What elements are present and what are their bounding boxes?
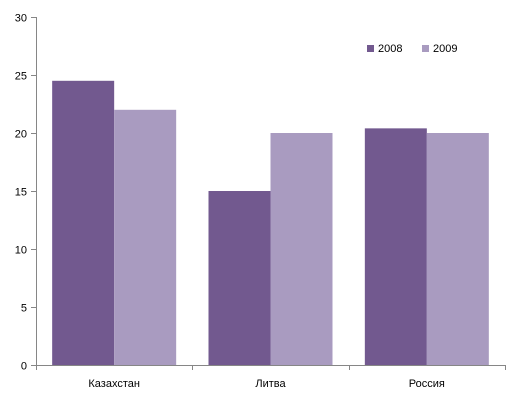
y-tick-label: 20 (15, 129, 27, 141)
bar-2009-2 (270, 133, 333, 365)
legend-label-2008: 2008 (378, 43, 402, 55)
y-tick-label: 25 (15, 71, 27, 83)
bars (52, 80, 489, 366)
x-tick-label: Казахстан (88, 378, 140, 390)
legend: 2008 2009 (367, 43, 457, 55)
x-tick-label: Литва (255, 378, 286, 390)
y-tick-label: 30 (15, 13, 27, 25)
legend-swatch-2009 (422, 45, 429, 52)
bar-2009-1 (114, 109, 177, 365)
y-tick-label: 10 (15, 245, 27, 257)
bar-2008-3 (364, 128, 427, 365)
x-tick-label: Россия (409, 378, 445, 390)
y-tick-label: 5 (21, 303, 27, 315)
axes: 0 5 10 15 20 25 30 Казахстан Литва Россия (15, 13, 506, 390)
bar-2009-3 (426, 133, 489, 365)
legend-label-2009: 2009 (433, 43, 457, 55)
bar-2008-1 (52, 80, 115, 366)
legend-swatch-2008 (367, 45, 374, 52)
bar-2008-2 (208, 191, 271, 365)
y-tick-label: 0 (21, 361, 27, 373)
y-tick-label: 15 (15, 187, 27, 199)
